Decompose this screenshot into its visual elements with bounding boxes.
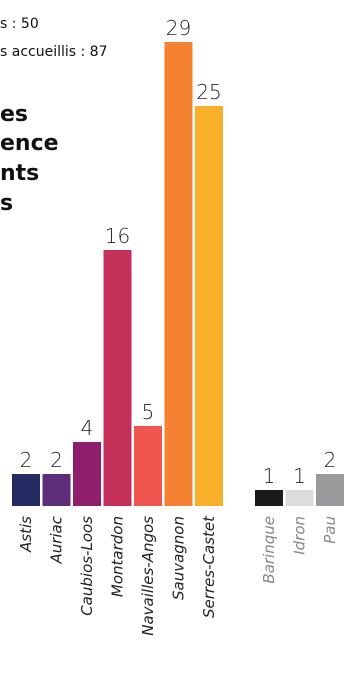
note: s accueillis : 87 [0, 44, 108, 60]
value-label: 2 [50, 448, 63, 472]
note: s : 50 [0, 16, 39, 32]
title-line: s [0, 191, 13, 216]
title-line: nts [0, 161, 39, 186]
bar [195, 106, 223, 506]
bar [255, 490, 283, 506]
category-label: Pau [321, 516, 339, 544]
bar [103, 250, 132, 506]
bar [316, 474, 344, 506]
title-line: ence [0, 131, 59, 156]
value-label: 1 [263, 464, 276, 488]
bar [164, 42, 193, 506]
category-label: Astis [17, 516, 35, 553]
bar [285, 490, 314, 506]
category-label: Navailles-Angos [139, 516, 157, 636]
bar [42, 474, 71, 506]
category-label: Caubios-Loos [78, 516, 96, 616]
value-label: 29 [166, 16, 191, 40]
category-label: Auriac [48, 515, 66, 564]
category-label: Montardon [109, 516, 127, 597]
value-label: 4 [81, 416, 94, 440]
value-label: 16 [105, 224, 130, 248]
category-label: Barinque [260, 516, 278, 584]
bar [12, 474, 40, 506]
category-label: Serres-Castet [200, 515, 218, 618]
category-label: Idron [291, 516, 309, 555]
value-label: 25 [196, 80, 221, 104]
value-label: 1 [293, 464, 306, 488]
value-label: 2 [324, 448, 337, 472]
bar [73, 442, 101, 506]
title-line: es [0, 102, 28, 127]
bar [134, 426, 162, 506]
value-label: 2 [20, 448, 33, 472]
category-label: Sauvagnon [170, 516, 188, 600]
value-label: 5 [142, 400, 155, 424]
